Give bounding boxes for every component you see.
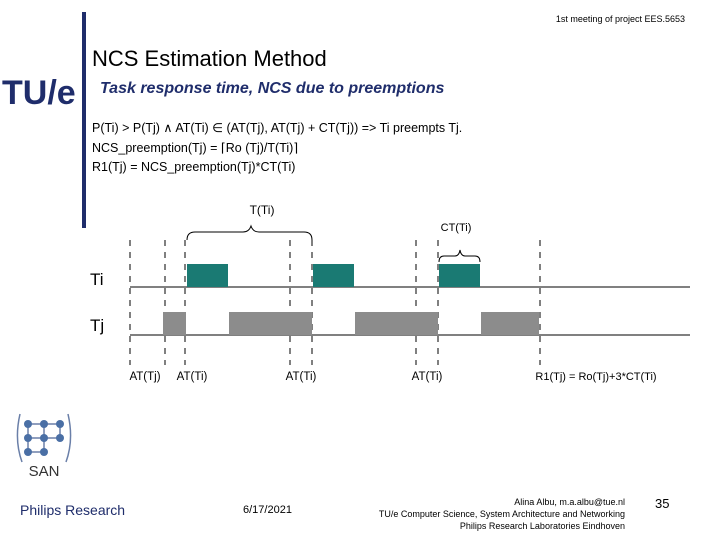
san-logo-text: SAN [29, 463, 60, 480]
contact-department: TU/e Computer Science, System Architectu… [378, 509, 625, 519]
result-label: R1(Tj) = Ro(Tj)+3*CT(Ti) [535, 371, 656, 383]
tj-execution-block-1 [163, 312, 186, 335]
slide-title: NCS Estimation Method [92, 46, 327, 71]
tj-execution-block-4 [481, 312, 539, 335]
task-tj-label: Tj [90, 316, 104, 335]
page-number: 35 [655, 496, 670, 511]
title-divider-bar [82, 12, 86, 228]
task-ti-label: Ti [90, 270, 104, 289]
period-brace [186, 224, 313, 241]
tue-logo-text: TU/e [2, 74, 76, 110]
arrival-markers [129, 240, 541, 365]
ti-execution-block-1 [187, 264, 228, 287]
slide-date: 6/17/2021 [243, 504, 292, 516]
san-logo: SAN [16, 413, 72, 480]
period-label: T(Ti) [250, 203, 275, 217]
ct-label: CT(Ti) [441, 222, 472, 234]
label-at-ti-1: AT(Ti) [177, 371, 208, 383]
tj-execution-block-2 [229, 312, 312, 335]
ti-execution-block-3 [439, 264, 480, 287]
tue-logo: TU/e [2, 74, 76, 110]
contact-block: Alina Albu, m.a.albu@tue.nl TU/e Compute… [345, 496, 625, 532]
formula-preemption-condition: P(Ti) > P(Tj) ∧ AT(Ti) ∈ (AT(Tj), AT(Tj)… [92, 121, 463, 135]
contact-author: Alina Albu, m.a.albu@tue.nl [514, 497, 625, 507]
company-name: Philips Research [20, 502, 126, 518]
ti-execution-block-2 [313, 264, 354, 287]
label-at-ti-2: AT(Ti) [286, 371, 317, 383]
tj-execution-block-3 [355, 312, 438, 335]
formula-r1: R1(Tj) = NCS_preemption(Tj)*CT(Ti) [92, 160, 296, 174]
ct-brace [438, 249, 481, 263]
contact-lab: Philips Research Laboratories Eindhoven [459, 521, 625, 531]
meeting-header: 1st meeting of project EES.5653 [555, 14, 685, 24]
label-at-ti-3: AT(Ti) [412, 371, 443, 383]
formula-ncs-preemption: NCS_preemption(Tj) = ⌈Ro (Tj)/T(Ti)⌉ [92, 141, 299, 155]
label-at-tj: AT(Tj) [129, 371, 160, 383]
slide-subtitle: Task response time, NCS due to preemptio… [100, 80, 445, 97]
